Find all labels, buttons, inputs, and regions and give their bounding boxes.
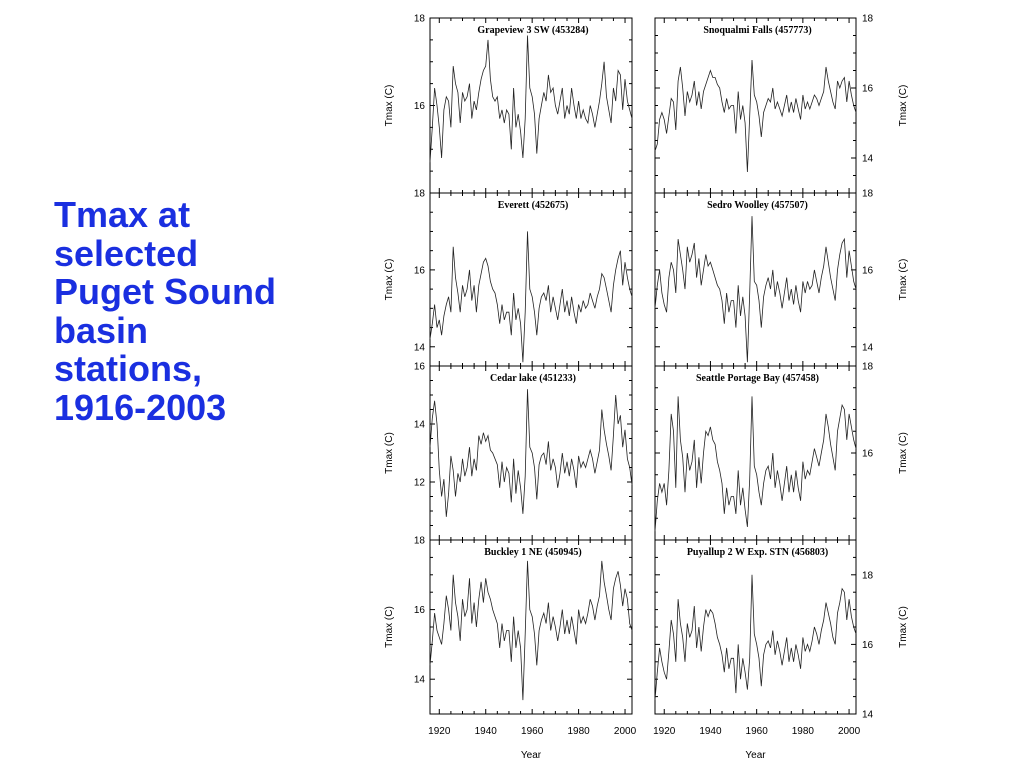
y-tick-label: 16	[414, 605, 426, 616]
title-line: 1916-2003	[54, 386, 227, 428]
series-line	[429, 389, 633, 517]
x-tick-label: 1920	[428, 726, 451, 737]
plot-frame	[429, 365, 633, 541]
x-tick-label: 1940	[699, 726, 722, 737]
y-tick-label: 14	[414, 675, 426, 686]
x-tick-label: 1960	[521, 726, 544, 737]
chart-panel: 18 16 Tmax (C) Seattle Portage Bay (457458)	[654, 362, 909, 541]
chart-panel: 18 16 Tmax (C) Grapeview 3 SW (453284)	[384, 14, 633, 194]
series-line	[429, 35, 633, 163]
y-tick-label: 18	[862, 570, 874, 581]
plot-frame	[654, 539, 857, 715]
y-axis-label: Tmax (C)	[898, 432, 909, 474]
y-axis-label: Tmax (C)	[384, 259, 395, 301]
panel-title: Seattle Portage Bay (457458)	[696, 373, 819, 384]
y-tick-label: 14	[862, 342, 874, 353]
panel-title: Buckley 1 NE (450945)	[484, 547, 582, 558]
chart-panel: 18 16 14 Tmax (C) Buckley 1 NE (450945)	[384, 536, 633, 715]
plot-frame	[654, 17, 857, 194]
panel-title: Puyallup 2 W Exp. STN (456803)	[687, 547, 828, 558]
series-line	[429, 231, 633, 363]
series-line	[654, 216, 857, 363]
x-tick-label: 1920	[653, 726, 676, 737]
plot-frame	[654, 365, 857, 541]
y-tick-label: 18	[414, 189, 426, 200]
x-tick-label: 2000	[838, 726, 861, 737]
chart-panel: 18 16 14 Tmax (C) Snoqualmi Falls (457773)	[654, 14, 909, 194]
x-tick-label: 1940	[475, 726, 498, 737]
panel-title: Everett (452675)	[498, 200, 569, 211]
y-tick-label: 16	[862, 640, 874, 651]
y-tick-label: 12	[414, 478, 426, 489]
y-tick-label: 16	[414, 362, 426, 373]
series-line	[654, 59, 857, 173]
title-line: Puget Sound	[54, 271, 276, 312]
x-tick-label: 2000	[614, 726, 637, 737]
y-axis-label: Tmax (C)	[898, 85, 909, 127]
chart-panel: 18 16 14 Tmax (C) Everett (452675)	[384, 189, 633, 367]
title-line: selected	[54, 232, 199, 274]
series-line	[654, 574, 857, 701]
y-tick-label: 16	[862, 265, 874, 276]
chart-panel: 18 16 14 Tmax (C) Sedro Woolley (457507)	[654, 189, 909, 367]
y-tick-label: 16	[862, 84, 874, 95]
x-axis-label: Year	[745, 750, 766, 761]
y-tick-label: 16	[414, 265, 426, 276]
plot-frame	[429, 192, 633, 367]
y-tick-label: 14	[414, 420, 426, 431]
y-axis-label: Tmax (C)	[898, 606, 909, 648]
y-tick-label: 14	[414, 342, 426, 353]
y-tick-label: 18	[862, 362, 874, 373]
y-tick-label: 18	[862, 14, 874, 25]
y-tick-label: 18	[414, 536, 426, 547]
series-line	[654, 396, 857, 532]
x-tick-label: 1980	[567, 726, 590, 737]
y-axis-label: Tmax (C)	[384, 606, 395, 648]
y-axis-label: Tmax (C)	[384, 85, 395, 127]
panel-title: Grapeview 3 SW (453284)	[477, 25, 588, 36]
y-axis-label: Tmax (C)	[898, 259, 909, 301]
title-line: stations,	[54, 348, 203, 389]
x-tick-label: 1980	[792, 726, 815, 737]
plot-frame	[429, 17, 633, 194]
title-line: basin	[54, 309, 149, 351]
chart-panel: 16 14 12 Tmax (C) Cedar lake (451233)	[384, 362, 633, 541]
y-tick-label: 16	[414, 101, 426, 112]
title-line: Tmax at	[54, 194, 191, 235]
y-tick-label: 16	[862, 449, 874, 460]
y-tick-label: 18	[862, 189, 874, 200]
panel-title: Cedar lake (451233)	[490, 373, 576, 384]
y-tick-label: 18	[414, 14, 426, 25]
slide-title: Tmax at selected Puget Sound basin stati…	[54, 194, 354, 428]
y-axis-label: Tmax (C)	[384, 432, 395, 474]
x-tick-label: 1960	[746, 726, 769, 737]
y-tick-label: 14	[862, 710, 874, 721]
chart-panel: 18 16 14 Tmax (C) Puyallup 2 W Exp. STN (456…	[654, 539, 909, 721]
panel-title: Snoqualmi Falls (457773)	[703, 25, 811, 36]
y-tick-label: 14	[862, 154, 874, 165]
series-line	[429, 560, 633, 701]
panel-title: Sedro Woolley (457507)	[707, 200, 808, 211]
x-axis-label: Year	[521, 750, 542, 761]
